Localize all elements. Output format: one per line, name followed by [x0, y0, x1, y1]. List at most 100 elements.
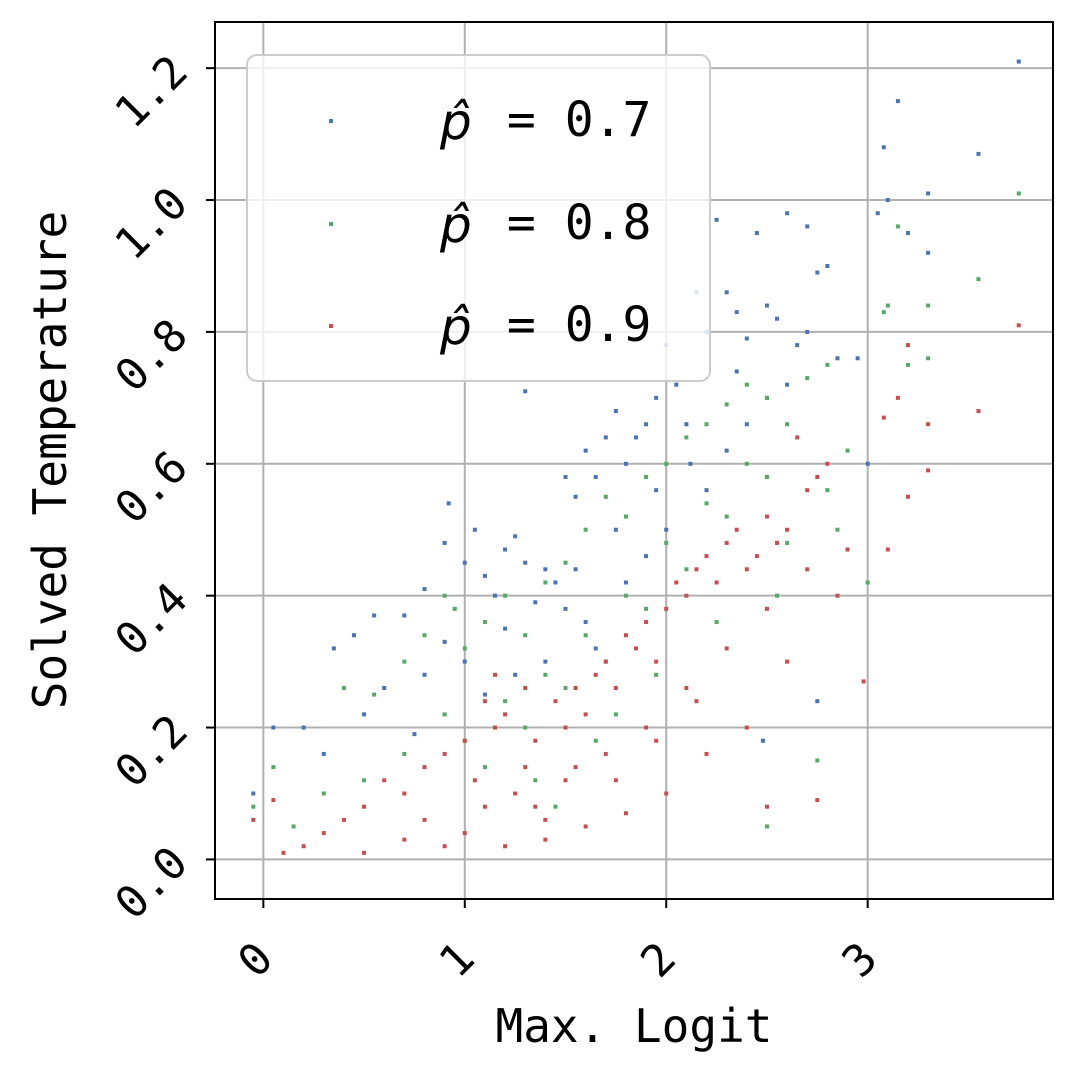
data-point: [861, 679, 866, 684]
legend-marker-2: [329, 324, 333, 328]
y-axis-label: Solved Temperature: [23, 211, 77, 710]
data-point: [583, 527, 588, 532]
data-point: [412, 732, 417, 737]
data-point: [523, 560, 528, 565]
x-tick-label: 1: [430, 933, 485, 988]
data-point: [644, 474, 649, 479]
data-point: [744, 382, 749, 387]
data-point: [573, 494, 578, 499]
data-point: [442, 844, 447, 849]
data-point: [543, 580, 548, 585]
data-point: [623, 514, 628, 519]
data-point: [523, 685, 528, 690]
data-point: [805, 329, 810, 334]
plot-frame: [214, 21, 1054, 900]
x-tick-label: 2: [631, 933, 686, 988]
data-point: [845, 547, 850, 552]
data-point: [603, 435, 608, 440]
data-point: [623, 593, 628, 598]
x-tick-label: 3: [833, 933, 888, 988]
data-point: [724, 448, 729, 453]
data-point: [523, 633, 528, 638]
data-point: [613, 778, 618, 783]
data-point: [442, 712, 447, 717]
data-point: [503, 699, 508, 704]
data-point: [644, 725, 649, 730]
data-point: [688, 461, 693, 466]
data-point: [764, 303, 769, 308]
data-point: [795, 343, 800, 348]
data-point: [563, 778, 568, 783]
data-point: [805, 376, 810, 381]
data-point: [402, 659, 407, 664]
data-point: [885, 303, 890, 308]
y-tick-label: 0.2: [106, 705, 198, 797]
data-point: [613, 409, 618, 414]
data-point: [674, 580, 679, 585]
data-point: [533, 600, 538, 605]
data-point: [462, 659, 467, 664]
data-point: [362, 778, 367, 783]
data-point: [895, 99, 900, 104]
data-point: [881, 145, 886, 150]
data-point: [523, 725, 528, 730]
data-point: [704, 751, 709, 756]
data-point: [734, 369, 739, 374]
data-point: [654, 395, 659, 400]
data-point: [482, 692, 487, 697]
data-point: [976, 151, 981, 156]
data-point: [482, 804, 487, 809]
data-point: [613, 685, 618, 690]
data-point: [472, 527, 477, 532]
data-point: [462, 646, 467, 651]
data-point: [744, 567, 749, 572]
data-point: [704, 554, 709, 559]
data-point: [654, 488, 659, 493]
data-point: [865, 461, 870, 466]
data-point: [402, 613, 407, 618]
y-tick-label: 0.6: [106, 442, 198, 534]
data-point: [442, 639, 447, 644]
data-point: [452, 606, 457, 611]
data-point: [905, 343, 910, 348]
data-point: [714, 217, 719, 222]
data-point: [462, 560, 467, 565]
data-point: [754, 554, 759, 559]
legend-symbol-0: p̂: [439, 93, 472, 151]
data-point: [684, 435, 689, 440]
data-point: [895, 395, 900, 400]
data-point: [271, 765, 276, 770]
data-point: [543, 672, 548, 677]
data-point: [362, 712, 367, 717]
y-tick-label: 0.4: [106, 573, 198, 665]
data-point: [815, 798, 820, 803]
data-point: [835, 356, 840, 361]
data-point: [563, 606, 568, 611]
data-point: [442, 593, 447, 598]
data-point: [976, 409, 981, 414]
data-point: [251, 804, 256, 809]
data-point: [281, 850, 286, 855]
data-point: [764, 395, 769, 400]
data-point: [583, 633, 588, 638]
legend-marker-0: [329, 119, 333, 123]
legend-symbol-2: p̂: [439, 298, 472, 356]
data-point: [815, 474, 820, 479]
data-point: [613, 527, 618, 532]
data-point: [372, 613, 377, 618]
data-point: [704, 501, 709, 506]
data-point: [442, 751, 447, 756]
data-point: [462, 831, 467, 836]
legend-symbol-1: p̂: [439, 196, 472, 254]
data-point: [372, 692, 377, 697]
data-point: [503, 712, 508, 717]
data-point: [446, 501, 451, 506]
data-point: [634, 435, 639, 440]
data-point: [760, 738, 765, 743]
data-point: [613, 712, 618, 717]
data-point: [976, 277, 981, 282]
data-point: [881, 310, 886, 315]
data-point: [362, 804, 367, 809]
data-point: [623, 580, 628, 585]
y-tick-label: 1.0: [106, 178, 198, 270]
